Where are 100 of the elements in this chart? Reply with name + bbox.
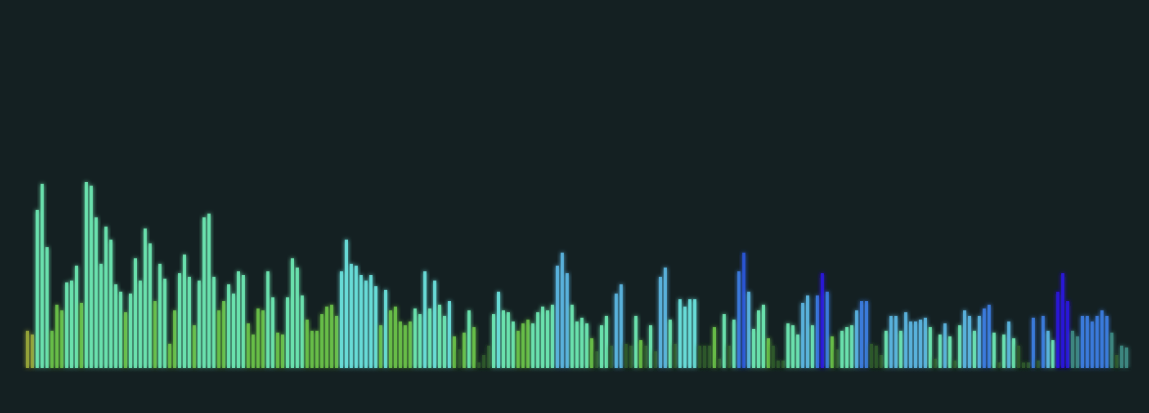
- bar: [997, 362, 1001, 368]
- bar: [25, 330, 30, 368]
- bar: [634, 315, 638, 368]
- bar: [384, 289, 388, 368]
- bar: [506, 312, 510, 368]
- bar: [663, 267, 667, 368]
- bar: [742, 252, 746, 368]
- bar: [1046, 330, 1050, 368]
- bar: [698, 345, 702, 368]
- bar: [1012, 338, 1016, 368]
- bar: [1061, 273, 1065, 368]
- bar: [325, 306, 329, 368]
- bar: [884, 330, 888, 368]
- bar: [958, 325, 962, 368]
- bar: [1041, 315, 1045, 368]
- bar: [649, 325, 653, 368]
- bar: [330, 304, 334, 368]
- bar: [815, 295, 820, 368]
- bar: [477, 362, 481, 368]
- bar: [712, 327, 716, 368]
- bar: [511, 321, 515, 368]
- bar: [810, 325, 815, 368]
- bar: [487, 345, 491, 368]
- bar: [276, 332, 280, 368]
- bar: [35, 209, 39, 368]
- bar: [501, 310, 505, 368]
- bar: [619, 284, 623, 368]
- bar: [835, 349, 839, 368]
- bar: [1090, 321, 1094, 368]
- bar: [702, 345, 707, 368]
- bar: [668, 319, 672, 368]
- bar: [977, 315, 981, 368]
- bar: [462, 332, 466, 368]
- bar: [153, 301, 157, 368]
- bar: [496, 291, 501, 368]
- bar: [864, 301, 869, 368]
- bar: [334, 315, 339, 368]
- bar: [84, 182, 88, 368]
- bar: [349, 263, 353, 368]
- bar: [820, 273, 824, 368]
- bar: [599, 325, 604, 368]
- bar: [1115, 354, 1119, 368]
- bar: [491, 314, 496, 368]
- bar: [752, 328, 756, 368]
- bar: [447, 301, 452, 368]
- bar: [241, 275, 245, 368]
- bar: [79, 302, 84, 368]
- bar: [482, 354, 486, 368]
- bar: [590, 338, 594, 368]
- bar: [231, 293, 236, 368]
- bar: [717, 358, 721, 368]
- bar: [948, 336, 952, 368]
- bar: [423, 271, 427, 368]
- bar: [840, 330, 844, 368]
- bar: [398, 321, 402, 368]
- bar: [1017, 345, 1021, 368]
- bar: [560, 252, 564, 368]
- bar: [595, 351, 599, 368]
- bar: [281, 334, 285, 368]
- bar: [285, 297, 290, 368]
- bar: [801, 302, 805, 368]
- bar: [1075, 336, 1080, 368]
- bar: [1002, 334, 1006, 368]
- bar: [1080, 315, 1084, 368]
- bar: [982, 308, 986, 368]
- bar: [550, 304, 555, 368]
- bar: [467, 310, 471, 368]
- bar: [604, 315, 609, 368]
- bar: [393, 306, 398, 368]
- bar: [30, 334, 34, 368]
- bar: [1066, 301, 1070, 368]
- bar: [271, 297, 275, 368]
- bar: [403, 325, 407, 368]
- bar: [644, 345, 648, 368]
- bar: [344, 239, 348, 368]
- bar: [70, 280, 74, 368]
- bar: [967, 315, 972, 368]
- bar: [182, 254, 187, 368]
- bar: [963, 310, 967, 368]
- bar: [300, 295, 304, 368]
- bar: [825, 291, 829, 368]
- bar: [1085, 315, 1089, 368]
- bar: [222, 301, 226, 368]
- bar: [1021, 362, 1026, 368]
- bar: [747, 291, 751, 368]
- bar: [987, 304, 991, 368]
- bar: [855, 310, 859, 368]
- bar: [114, 284, 118, 368]
- bar: [933, 358, 937, 368]
- bar: [727, 345, 731, 368]
- bar: [1056, 291, 1060, 368]
- bar: [433, 280, 437, 368]
- bar: [236, 271, 241, 368]
- bar: [457, 349, 461, 368]
- bar: [541, 306, 545, 368]
- bar: [653, 351, 658, 368]
- bar: [1120, 345, 1124, 368]
- bar: [158, 263, 162, 368]
- bar: [766, 338, 770, 368]
- bar: [693, 299, 697, 368]
